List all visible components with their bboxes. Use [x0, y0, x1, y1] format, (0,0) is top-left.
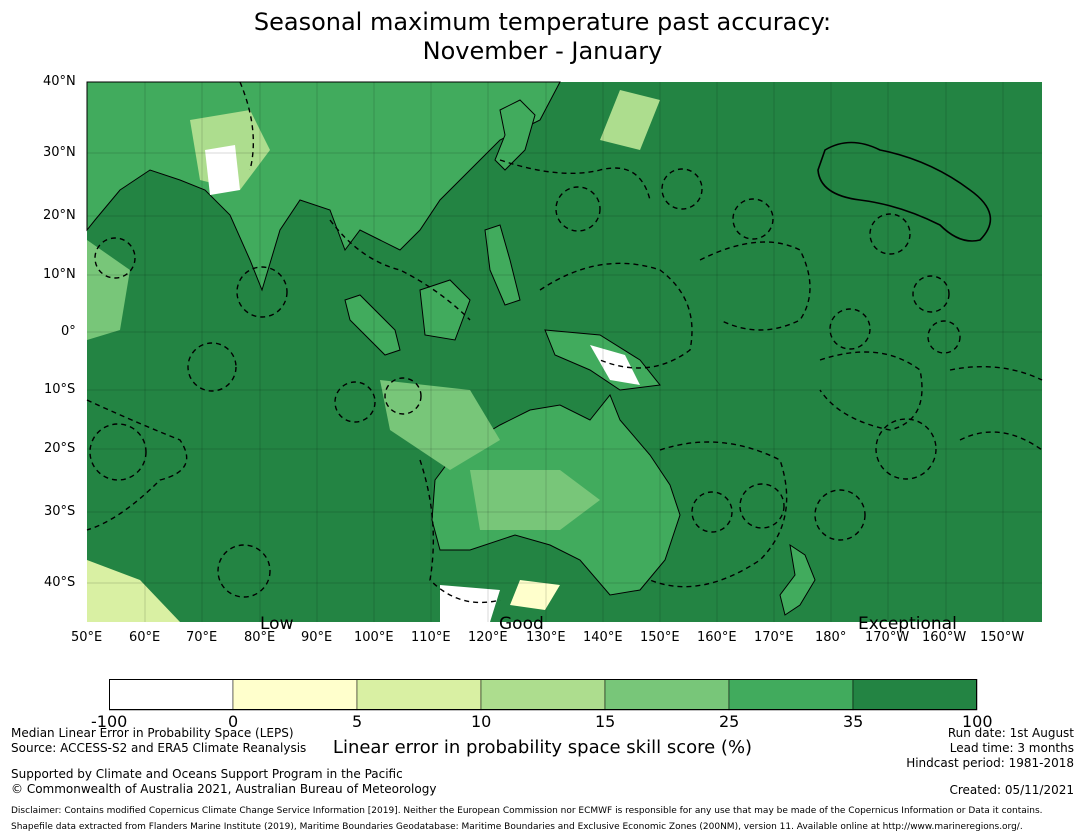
- philippines: [484, 224, 521, 306]
- lon-label: 70°E: [186, 630, 218, 645]
- lat-label: 10°N: [43, 267, 76, 282]
- lon-label: 150°W: [980, 630, 1025, 645]
- lon-label: 110°E: [411, 630, 451, 645]
- patch-5: [590, 345, 640, 385]
- lon-label: 130°E: [526, 630, 566, 645]
- category-low: Low: [260, 614, 294, 634]
- footer-hindcast: Hindcast period: 1981-2018: [906, 756, 1074, 770]
- footer-created: Created: 05/11/2021: [949, 783, 1074, 797]
- patch-7: [440, 585, 500, 622]
- patch-10: [600, 90, 660, 150]
- chart-title-line2: November - January: [422, 37, 663, 65]
- lon-label: 170°E: [754, 630, 794, 645]
- lon-label: 180°: [815, 630, 847, 645]
- japan: [494, 99, 536, 171]
- colorbar-tick: 15: [595, 712, 616, 731]
- low-skill-patches: [87, 90, 660, 622]
- category-good: Good: [499, 614, 544, 634]
- lon-label: 120°E: [468, 630, 508, 645]
- lon-label: 50°E: [71, 630, 103, 645]
- patch-6: [87, 560, 180, 622]
- colorbar-tick: 10: [471, 712, 492, 731]
- colorbar-tick: 35: [843, 712, 864, 731]
- lon-label: 80°E: [244, 630, 276, 645]
- footer-support: Supported by Climate and Oceans Support …: [11, 767, 403, 781]
- borneo: [419, 279, 471, 341]
- patch-4: [510, 580, 560, 610]
- footer-disclaimer: Disclaimer: Contains modified Copernicus…: [11, 806, 1043, 816]
- colorbar-tick: 0: [228, 712, 239, 731]
- lat-label: 0°: [61, 324, 76, 339]
- lon-label: 140°E: [583, 630, 623, 645]
- footer-lead-time: Lead time: 3 months: [949, 741, 1074, 755]
- lat-label: 20°N: [43, 208, 76, 223]
- new-zealand: [779, 543, 816, 616]
- colorbar-label: Linear error in probability space skill …: [332, 737, 753, 758]
- patch-8: [87, 240, 130, 340]
- footer-method: Median Linear Error in Probability Space…: [11, 726, 294, 740]
- footer-copyright: © Commonwealth of Australia 2021, Austra…: [11, 782, 437, 796]
- sumatra: [344, 294, 401, 356]
- colorbar-cell: [604, 679, 730, 711]
- lon-label: 90°E: [301, 630, 333, 645]
- footer-source: Source: ACCESS-S2 and ERA5 Climate Reana…: [11, 741, 307, 755]
- patch-9: [380, 380, 500, 470]
- category-exceptional: Exceptional: [858, 614, 957, 634]
- colorbar-cell: [356, 679, 482, 711]
- chart-title-line1: Seasonal maximum temperature past accura…: [253, 8, 832, 36]
- colorbar-cell: [852, 679, 978, 711]
- hawaii-eez: [817, 141, 992, 242]
- colorbar-cell: [728, 679, 854, 711]
- colorbar-tick: -100: [91, 712, 128, 731]
- lat-label: 30°S: [44, 504, 76, 519]
- lat-label: 20°S: [44, 441, 76, 456]
- lat-label: 10°S: [44, 382, 76, 397]
- lon-label: 60°E: [129, 630, 161, 645]
- colorbar-cell: [232, 679, 358, 711]
- lat-label: 30°N: [43, 145, 76, 160]
- lat-label: 40°S: [44, 575, 76, 590]
- footer-run-date: Run date: 1st August: [947, 726, 1074, 740]
- eez-boundaries: [86, 81, 1043, 604]
- footer-shapefile: Shapefile data extracted from Flanders M…: [11, 822, 1023, 832]
- colorbar: [109, 679, 978, 711]
- colorbar-tick: 5: [352, 712, 363, 731]
- colorbar-cell: [480, 679, 606, 711]
- colorbar-tick: 100: [962, 712, 993, 731]
- lat-label: 40°N: [43, 74, 76, 89]
- graticule: [87, 82, 1042, 622]
- patch-3: [470, 470, 600, 530]
- lon-label: 150°E: [640, 630, 680, 645]
- colorbar-cell: [109, 679, 234, 711]
- lon-label: 160°W: [922, 630, 967, 645]
- colorbar-tick: 25: [719, 712, 740, 731]
- lon-label: 100°E: [354, 630, 394, 645]
- lon-label: 160°E: [697, 630, 737, 645]
- patch-2: [205, 145, 240, 195]
- lon-label: 170°W: [865, 630, 910, 645]
